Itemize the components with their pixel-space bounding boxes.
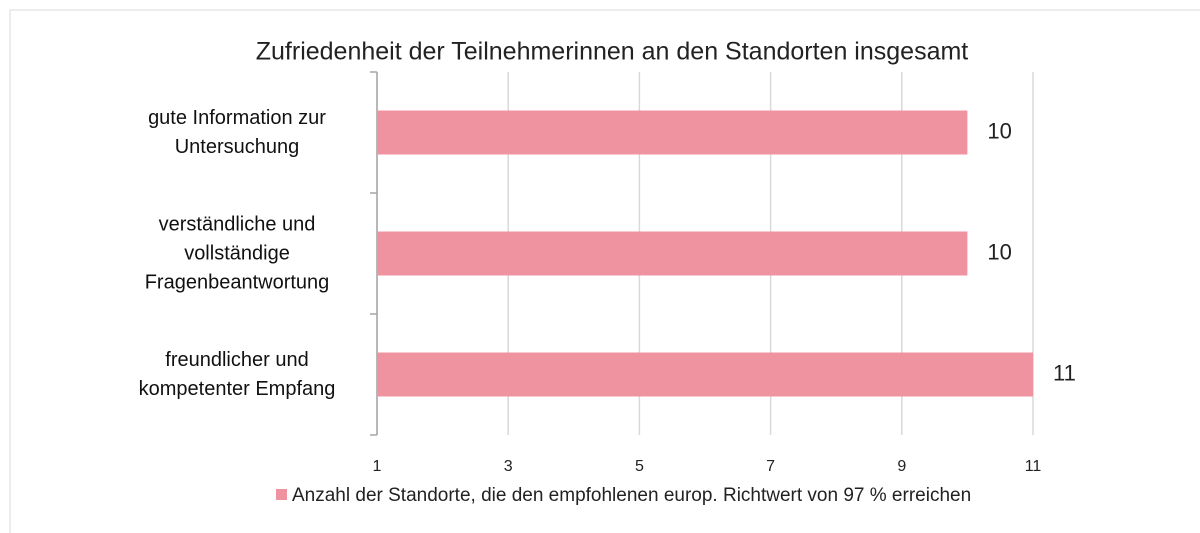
chart-title: Zufriedenheit der Teilnehmerinnen an den… bbox=[256, 38, 969, 66]
legend-label: Anzahl der Standorte, die den empfohlene… bbox=[292, 485, 971, 506]
x-tick-label: 7 bbox=[766, 458, 775, 475]
bar bbox=[377, 110, 968, 155]
category-label: freundlicher und kompetenter Empfang bbox=[138, 348, 336, 400]
data-label: 11 bbox=[1053, 360, 1076, 385]
x-tick-label: 5 bbox=[635, 458, 644, 475]
bar bbox=[377, 231, 968, 276]
chart-border bbox=[9, 9, 1200, 533]
x-tick-label: 11 bbox=[1025, 458, 1042, 475]
category-label: gute Information zur Untersuchung bbox=[148, 106, 326, 158]
x-tick-label: 9 bbox=[897, 458, 906, 475]
data-label: 10 bbox=[987, 239, 1011, 264]
x-tick-label: 1 bbox=[373, 458, 382, 475]
data-label: 10 bbox=[987, 118, 1011, 143]
legend-swatch bbox=[276, 489, 287, 500]
x-tick-label: 3 bbox=[504, 458, 513, 475]
bar bbox=[377, 352, 1033, 397]
category-label: verständliche und vollständige Fragenbea… bbox=[144, 213, 330, 293]
